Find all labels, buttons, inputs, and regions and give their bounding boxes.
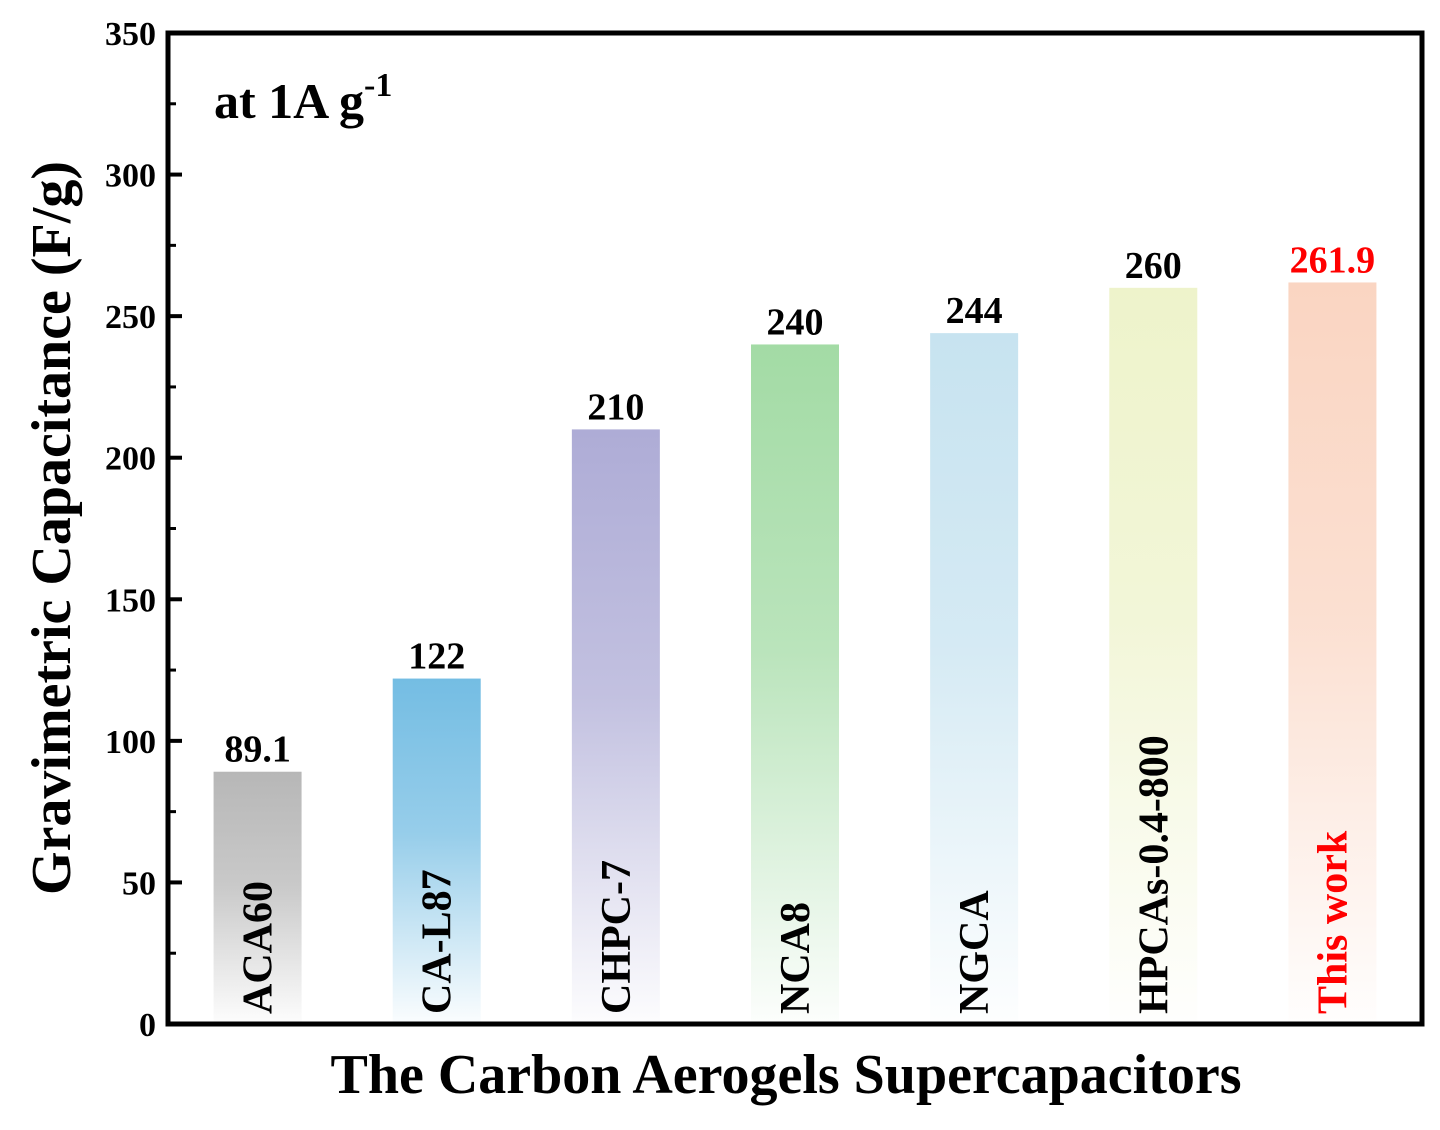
bar-value-label: 261.9	[1290, 239, 1376, 281]
bar-value-label: 89.1	[224, 729, 291, 771]
bar-aca60	[213, 771, 302, 1024]
y-axis-title: Gravimetric Capacitance (F/g)	[21, 161, 83, 895]
y-axis-ticks: 0 50 100 150 200 250 300 350	[105, 16, 182, 1044]
bar-category-label: CHPC-7	[594, 860, 640, 1014]
bar-category-label: NGCA	[952, 890, 998, 1014]
y-tick-label: 350	[105, 16, 156, 53]
bar-category-label: This work	[1310, 830, 1356, 1014]
bar-category-label: NCA8	[773, 902, 819, 1014]
bar-value-label: 244	[946, 290, 1003, 332]
bar-value-label: 210	[587, 386, 644, 428]
bar-nca8	[751, 344, 839, 1024]
y-tick-label: 300	[105, 158, 156, 195]
condition-annotation: at 1A g-1	[214, 67, 392, 129]
y-tick-label: 0	[139, 1007, 156, 1044]
bar-chpc-7	[571, 429, 660, 1024]
y-tick-label: 100	[105, 724, 156, 761]
bar-value-label: 260	[1125, 245, 1182, 287]
x-axis-title: The Carbon Aerogels Supercapacitors	[330, 1044, 1241, 1106]
y-tick-label: 250	[105, 299, 156, 336]
bar-category-label: ACA60	[236, 881, 282, 1014]
bar-this-work	[1288, 282, 1377, 1024]
bars-layer: 89.1 ACA60 122 CA-L87 210 CHPC-7 240 NCA8 244 NGC…	[213, 239, 1377, 1024]
y-tick-label: 50	[122, 865, 156, 902]
bar-hpcas-0-4-800	[1109, 287, 1198, 1024]
y-tick-label: 200	[105, 441, 156, 478]
bar-ca-l87	[392, 678, 481, 1024]
bar-ngca	[930, 333, 1019, 1024]
y-tick-label: 150	[105, 582, 156, 619]
annotation-superscript: -1	[364, 67, 392, 104]
bar-category-label: HPCAs-0.4-800	[1131, 735, 1177, 1014]
bar-value-label: 240	[767, 301, 824, 343]
bar-category-label: CA-L87	[415, 869, 461, 1014]
plot-frame	[165, 30, 1425, 1027]
annotation-main: at 1A g	[214, 73, 364, 129]
bar-value-label: 122	[408, 636, 465, 678]
